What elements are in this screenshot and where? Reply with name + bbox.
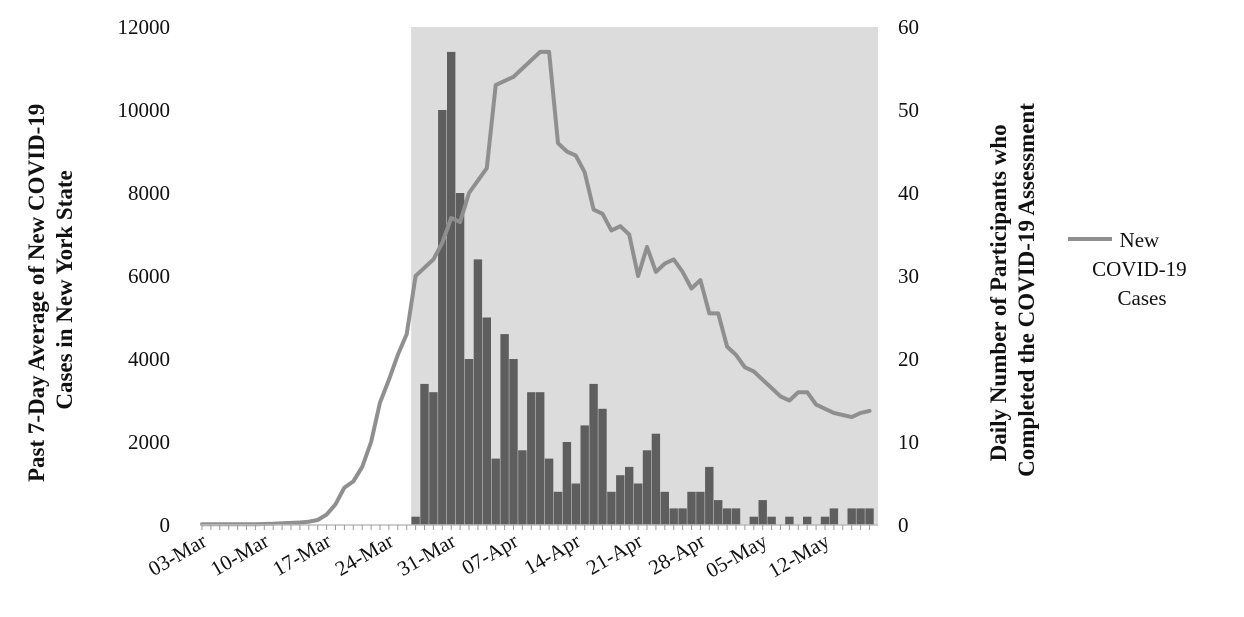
participant-bar [536, 392, 545, 525]
participant-bar [714, 500, 723, 525]
x-tick-label: 10-Mar [206, 529, 273, 581]
x-tick-label: 28-Apr [644, 529, 709, 580]
participant-bar [438, 110, 447, 525]
participant-bar [429, 392, 438, 525]
left-tick-label: 10000 [118, 98, 171, 122]
participant-bar [803, 516, 812, 525]
x-tick-label: 03-Mar [144, 529, 211, 581]
left-axis-ticks: 0 2000 4000 6000 8000 10000 12000 [118, 15, 171, 537]
participant-bar [785, 516, 794, 525]
participant-bar [678, 508, 687, 525]
participant-bar [651, 433, 661, 525]
participant-bar [820, 516, 830, 525]
legend-label-line-3: Cases [1118, 286, 1167, 310]
participant-bar [633, 483, 643, 525]
participant-bar [482, 317, 491, 525]
participant-bar [518, 450, 527, 525]
x-axis-ticks: 03-Mar10-Mar17-Mar24-Mar31-Mar07-Apr14-A… [144, 528, 834, 582]
participant-bar [758, 500, 767, 525]
participant-bar [696, 491, 705, 525]
legend: New COVID-19 Cases [1068, 228, 1192, 310]
participant-bar [544, 458, 554, 525]
x-tick-label: 07-Apr [457, 529, 522, 580]
participant-bar [856, 508, 865, 525]
legend-label-line-2: COVID-19 [1092, 257, 1187, 281]
right-tick-label: 60 [898, 15, 919, 39]
participant-bar [865, 508, 874, 525]
participant-bar [464, 359, 474, 525]
x-tick-label: 24-Mar [331, 529, 398, 581]
x-tick-label: 17-Mar [269, 529, 336, 581]
participant-bar [553, 491, 563, 525]
participant-bar [571, 483, 580, 525]
participant-bar [447, 51, 456, 526]
participant-bar [562, 442, 572, 525]
participant-bar [642, 450, 652, 525]
left-axis-title-line-2: Cases in New York State [52, 170, 77, 409]
participant-bar [607, 491, 616, 525]
right-tick-label: 30 [898, 264, 919, 288]
left-tick-label: 6000 [128, 264, 170, 288]
participant-bar [847, 508, 856, 525]
right-tick-label: 10 [898, 430, 919, 454]
participant-bar [616, 475, 625, 525]
participant-bar [589, 383, 598, 525]
participant-bar [411, 516, 420, 525]
participant-bar [509, 359, 518, 525]
x-tick-label: 12-May [764, 528, 834, 582]
participant-bar [705, 466, 714, 525]
participant-bar [687, 491, 696, 525]
left-axis-title-line-1: Past 7-Day Average of New COVID-19 [24, 104, 49, 482]
participant-bar [598, 408, 607, 525]
left-tick-label: 12000 [118, 15, 171, 39]
left-tick-label: 2000 [128, 430, 170, 454]
left-axis-title: Past 7-Day Average of New COVID-19 Cases… [24, 98, 77, 482]
participant-bar [625, 466, 634, 525]
participant-bar [829, 508, 839, 525]
participant-bar [660, 491, 669, 525]
participant-bar [669, 508, 678, 525]
x-minor-ticks [201, 525, 870, 530]
cases-line [200, 49, 872, 527]
left-tick-label: 4000 [128, 347, 170, 371]
left-tick-label: 8000 [128, 181, 170, 205]
participant-bar [455, 193, 465, 525]
participant-bar [731, 508, 741, 525]
participant-bar [420, 383, 429, 525]
right-axis-title-line-1: Daily Number of Participants who [986, 124, 1011, 461]
right-tick-label: 20 [898, 347, 919, 371]
participant-bar [527, 392, 536, 525]
x-tick-label: 05-May [702, 528, 772, 582]
right-axis-ticks: 0 10 20 30 40 50 60 [898, 15, 919, 537]
participant-bars [411, 51, 874, 526]
right-tick-label: 50 [898, 98, 919, 122]
x-tick-label: 21-Apr [582, 529, 647, 580]
participant-bar [473, 259, 483, 525]
legend-label-line-1: New [1120, 228, 1160, 252]
right-tick-label: 40 [898, 181, 919, 205]
participant-bar [722, 508, 732, 525]
left-tick-label: 0 [160, 513, 171, 537]
x-tick-label: 31-Mar [393, 529, 460, 581]
right-tick-label: 0 [898, 513, 909, 537]
x-tick-label: 14-Apr [520, 529, 585, 580]
participant-bar [500, 334, 509, 525]
participant-bar [491, 458, 500, 525]
participant-bar [749, 516, 758, 525]
right-axis-title-line-2: Completed the COVID-19 Assessment [1014, 103, 1039, 477]
legend-label: New COVID-19 Cases [1092, 228, 1192, 310]
right-axis-title: Daily Number of Participants who Complet… [986, 103, 1039, 477]
participant-bar [580, 425, 589, 525]
participant-bar [767, 516, 776, 525]
